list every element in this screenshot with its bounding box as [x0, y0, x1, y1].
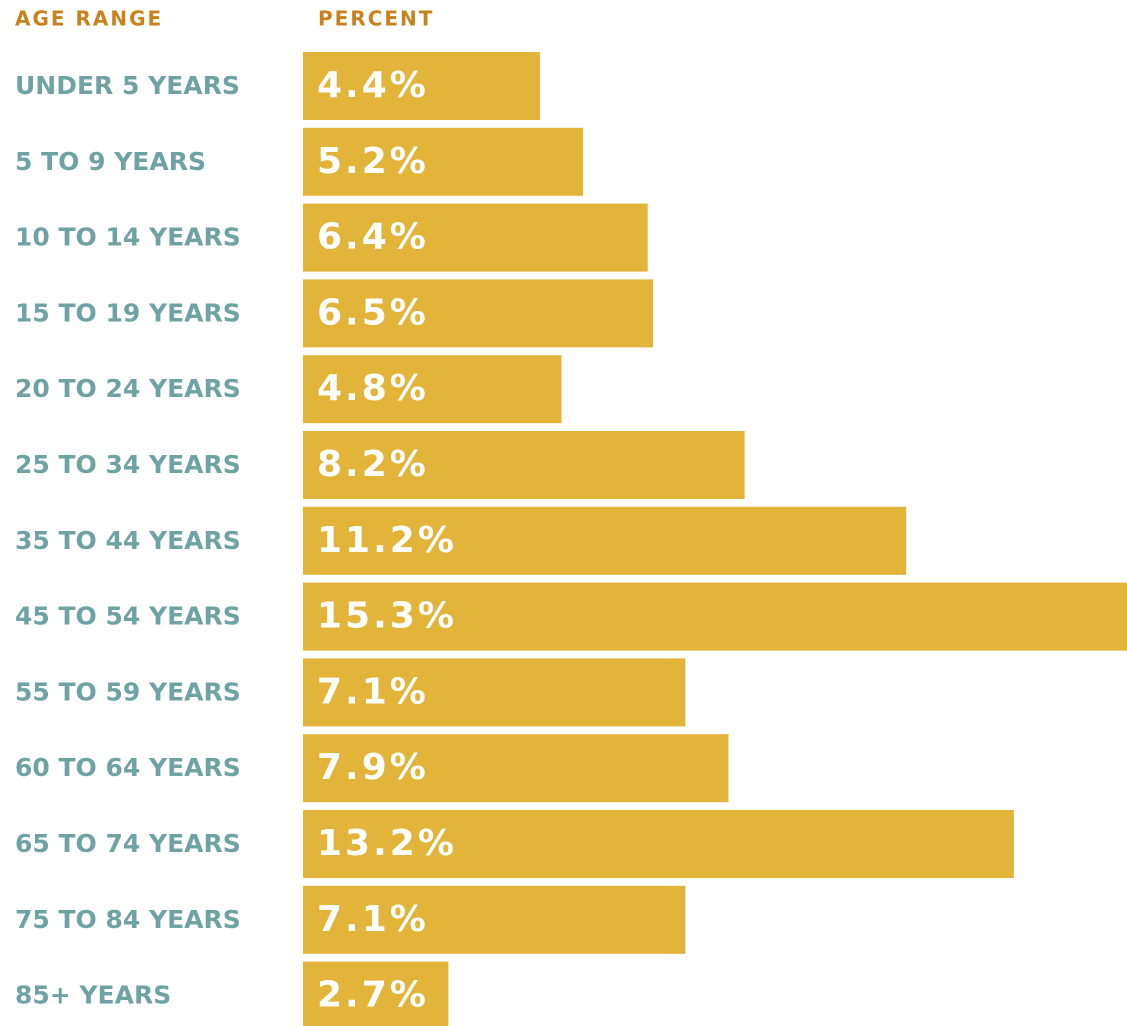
value-label: 8.2% [317, 444, 429, 485]
category-label: 75 TO 84 YEARS [15, 905, 241, 934]
category-label: 60 TO 64 YEARS [15, 753, 241, 782]
bar [303, 582, 1127, 651]
category-label: 55 TO 59 YEARS [15, 677, 241, 706]
category-label: 20 TO 24 YEARS [15, 374, 241, 403]
bar [303, 734, 729, 803]
bar [303, 127, 584, 196]
category-label: 5 TO 9 YEARS [15, 147, 206, 176]
bar [303, 885, 686, 954]
bar [303, 506, 907, 575]
category-label: 45 TO 54 YEARS [15, 602, 241, 631]
value-label: 13.2% [317, 823, 457, 864]
value-label: 7.9% [317, 747, 429, 788]
bar [303, 810, 1014, 878]
category-label: 85+ YEARS [15, 981, 171, 1010]
value-label: 6.5% [317, 292, 429, 333]
value-label: 15.3% [317, 596, 457, 637]
category-label: UNDER 5 YEARS [15, 71, 240, 100]
bar [303, 355, 562, 424]
value-label: 7.1% [317, 671, 429, 712]
bar [303, 658, 686, 727]
value-label: 4.8% [317, 368, 429, 409]
bar [303, 52, 540, 120]
bar [303, 431, 745, 499]
value-label: 11.2% [317, 520, 457, 561]
bar [303, 279, 654, 348]
bar [303, 961, 449, 1026]
category-label: 25 TO 34 YEARS [15, 450, 241, 479]
value-label: 5.2% [317, 141, 429, 182]
category-label: 65 TO 74 YEARS [15, 829, 241, 858]
column-header: AGE RANGE [15, 7, 163, 31]
category-label: 15 TO 19 YEARS [15, 298, 241, 327]
value-label: 4.4% [317, 65, 429, 106]
value-label: 2.7% [317, 975, 429, 1016]
column-header: PERCENT [318, 7, 434, 31]
value-label: 6.4% [317, 217, 429, 258]
category-label: 10 TO 14 YEARS [15, 223, 241, 252]
value-label: 7.1% [317, 899, 429, 940]
category-label: 35 TO 44 YEARS [15, 526, 241, 555]
bar [303, 203, 648, 272]
